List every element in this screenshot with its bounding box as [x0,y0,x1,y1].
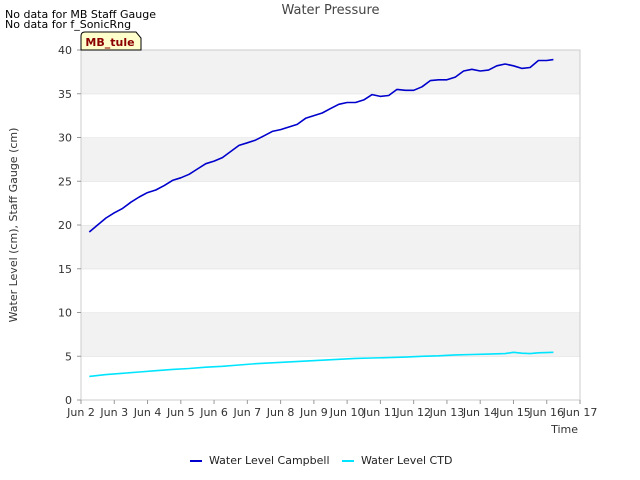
y-tick-label: 15 [58,263,72,276]
legend-label: Water Level Campbell [209,454,330,467]
x-tick-label: Jun 3 [99,406,128,419]
site-badge-label: MB_tule [85,36,134,49]
no-data-note-sonic-rng: No data for f_SonicRng [5,18,132,31]
grid-bands [81,49,580,400]
grid-band [81,356,580,400]
x-tick-label: Jun 8 [266,406,295,419]
y-tick-label: 20 [58,219,72,232]
x-tick-label: Jun 11 [362,406,398,419]
x-tick-label: Jun 15 [495,406,531,419]
x-tick-label: Jun 10 [329,406,365,419]
grid-band [81,93,580,138]
x-tick-label: Jun 7 [232,406,261,419]
x-tick-label: Jun 16 [528,406,564,419]
y-tick-label: 10 [58,307,72,320]
x-tick-label: Jun 13 [429,406,465,419]
y-tick-label: 30 [58,132,72,145]
grid-band [81,312,580,357]
y-tick-label: 0 [65,394,72,407]
y-axis: 0 5 10 15 20 25 30 35 40 [58,44,81,407]
x-tick-label: Jun 9 [299,406,328,419]
x-tick-label: Jun 6 [199,406,228,419]
no-data-note-staff-gauge: No data for MB Staff Gauge [5,8,156,21]
y-tick-label: 40 [58,44,72,57]
x-tick-label: Jun 4 [133,406,162,419]
y-tick-label: 25 [58,175,72,188]
y-tick-label: 5 [65,350,72,363]
grid-band [81,181,580,225]
legend: Water Level Campbell Water Level CTD [190,454,452,467]
chart-title: Water Pressure [281,3,379,18]
x-tick-label: Jun 12 [395,406,431,419]
site-badge[interactable]: MB_tule [80,31,142,51]
y-tick-label: 35 [58,88,72,101]
x-tick-label: Jun 14 [462,406,498,419]
y-axis-label: Water Level (cm), Staff Gauge (cm) [7,128,20,323]
x-tick-label: Jun 17 [562,406,598,419]
series-line-0 [88,58,554,233]
x-tick-label: Jun 5 [166,406,195,419]
legend-label: Water Level CTD [361,454,452,467]
x-tick-label: Jun 2 [66,406,95,419]
grid-band [81,225,580,269]
series-line-1 [89,351,554,378]
grid-band [81,268,580,313]
series-layer [88,58,554,378]
grid-band [81,137,580,182]
x-axis-label: Time [550,423,578,436]
x-axis: Jun 2 Jun 3 Jun 4 Jun 5 Jun 6 Jun 7 Jun 8 Jun 9… [66,400,597,419]
grid-band [81,50,580,94]
